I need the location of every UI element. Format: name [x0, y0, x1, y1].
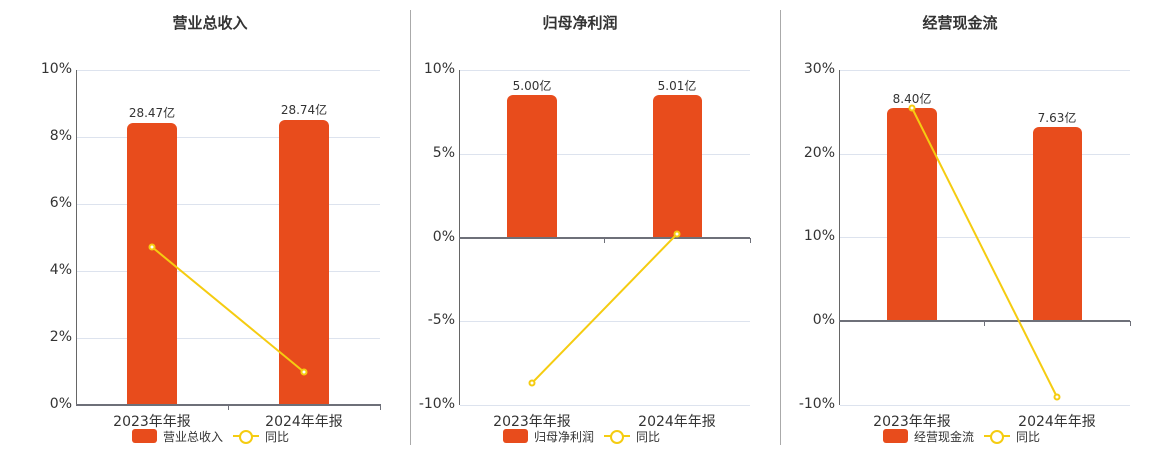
y-tick-label: 2%: [49, 329, 72, 345]
x-tick-mark: [228, 405, 229, 410]
x-tick-mark: [380, 405, 381, 410]
gridline: [840, 237, 1130, 238]
x-tick-label: 2023年年报: [113, 414, 191, 430]
x-tick-label: 2023年年报: [873, 414, 951, 430]
yoy-point[interactable]: [528, 379, 536, 387]
x-tick-label: 2024年年报: [1018, 414, 1096, 430]
y-tick-label: -10%: [418, 396, 455, 412]
y-tick-label: 6%: [49, 195, 72, 211]
bar-value-label: 8.40亿: [892, 92, 932, 106]
bar-2023[interactable]: [127, 123, 177, 405]
y-tick-label: 10%: [40, 61, 72, 77]
bar-value-label: 7.63亿: [1037, 111, 1077, 125]
legend-bar-label[interactable]: 营业总收入: [163, 429, 224, 444]
legend: 归母净利润 同比: [503, 428, 660, 444]
gridline: [460, 405, 750, 406]
y-tick-label: 5%: [432, 145, 455, 161]
x-tick-mark: [750, 238, 751, 243]
bar-value-label: 28.74亿: [280, 103, 328, 117]
y-tick-label: 10%: [423, 61, 455, 77]
bar-value-label: 28.47亿: [128, 106, 176, 120]
legend-line-label[interactable]: 同比: [636, 429, 661, 444]
chart-title: 归母净利润: [542, 14, 618, 32]
yoy-line-revenue: [148, 243, 308, 376]
panel-divider: [410, 10, 411, 445]
legend: 营业总收入 同比: [132, 428, 289, 444]
bar-2023[interactable]: [507, 95, 557, 238]
x-tick-label: 2023年年报: [493, 414, 571, 430]
y-tick-label: 0%: [432, 229, 455, 245]
legend-bar-label[interactable]: 经营现金流: [914, 429, 975, 444]
y-tick-label: 20%: [803, 145, 835, 161]
y-tick-label: -10%: [798, 396, 835, 412]
gridline: [460, 321, 750, 322]
x-tick-label: 2024年年报: [265, 414, 343, 430]
bar-2023[interactable]: [887, 108, 937, 321]
legend-line-icon[interactable]: [604, 429, 631, 444]
legend-line-label[interactable]: 同比: [265, 429, 290, 444]
chart-title: 营业总收入: [172, 14, 248, 32]
gridline: [840, 154, 1130, 155]
legend-line-icon[interactable]: [984, 429, 1011, 444]
y-tick-label: 8%: [49, 128, 72, 144]
gridline: [77, 137, 380, 138]
yoy-point[interactable]: [148, 243, 156, 251]
legend-bar-swatch[interactable]: [883, 429, 908, 443]
bar-value-label: 5.00亿: [512, 79, 552, 93]
legend-line-icon[interactable]: [233, 429, 260, 444]
gridline: [77, 204, 380, 205]
y-tick-label: 30%: [803, 61, 835, 77]
x-tick-mark: [984, 321, 985, 326]
yoy-point[interactable]: [673, 230, 681, 238]
gridline: [77, 70, 380, 71]
legend-line-label[interactable]: 同比: [1016, 429, 1041, 444]
yoy-line-cashflow: [908, 104, 1061, 401]
y-tick-label: 0%: [49, 396, 72, 412]
x-tick-mark: [1130, 321, 1131, 326]
gridline: [77, 338, 380, 339]
chart-title: 经营现金流: [922, 14, 998, 32]
x-tick-mark: [604, 238, 605, 243]
bar-value-label: 5.01亿: [657, 79, 697, 93]
y-axis: [839, 70, 840, 405]
yoy-point[interactable]: [908, 104, 916, 112]
legend-bar-swatch[interactable]: [503, 429, 528, 443]
legend-bar-label[interactable]: 归母净利润: [534, 429, 595, 444]
bar-2024[interactable]: [653, 95, 702, 238]
gridline: [840, 70, 1130, 71]
yoy-point[interactable]: [300, 368, 308, 376]
panel-divider: [780, 10, 781, 445]
y-tick-label: -5%: [427, 312, 455, 328]
gridline: [840, 405, 1130, 406]
legend: 经营现金流 同比: [883, 428, 1040, 444]
y-tick-label: 0%: [812, 312, 835, 328]
gridline: [460, 154, 750, 155]
bar-2024[interactable]: [1033, 127, 1082, 321]
yoy-point[interactable]: [1053, 393, 1061, 401]
gridline: [77, 271, 380, 272]
y-axis: [76, 70, 77, 405]
y-tick-label: 4%: [49, 262, 72, 278]
y-tick-label: 10%: [803, 228, 835, 244]
yoy-line-net-profit: [528, 230, 681, 387]
gridline: [460, 70, 750, 71]
x-tick-label: 2024年年报: [638, 414, 716, 430]
legend-bar-swatch[interactable]: [132, 429, 157, 443]
